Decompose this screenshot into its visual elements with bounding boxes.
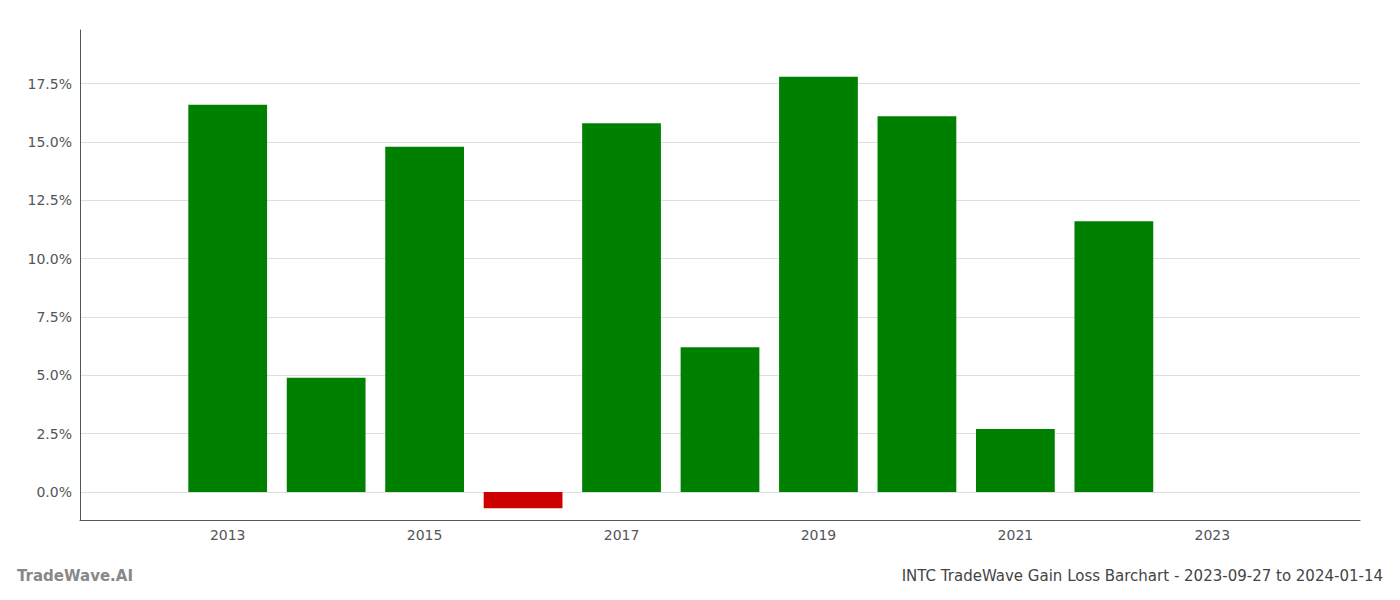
svg-text:TradeWave.AI: TradeWave.AI: [17, 567, 133, 585]
svg-text:15.0%: 15.0%: [28, 134, 72, 150]
svg-text:2015: 2015: [407, 527, 443, 543]
svg-text:2023: 2023: [1194, 527, 1230, 543]
svg-text:2021: 2021: [998, 527, 1034, 543]
svg-text:INTC TradeWave Gain Loss Barch: INTC TradeWave Gain Loss Barchart - 2023…: [902, 567, 1383, 585]
svg-text:10.0%: 10.0%: [28, 251, 72, 267]
svg-text:2017: 2017: [604, 527, 640, 543]
svg-text:0.0%: 0.0%: [36, 484, 72, 500]
svg-text:5.0%: 5.0%: [36, 367, 72, 383]
svg-text:12.5%: 12.5%: [28, 192, 72, 208]
svg-text:7.5%: 7.5%: [36, 309, 72, 325]
svg-text:2019: 2019: [801, 527, 837, 543]
svg-text:17.5%: 17.5%: [28, 76, 72, 92]
svg-text:2.5%: 2.5%: [36, 426, 72, 442]
svg-text:2013: 2013: [210, 527, 246, 543]
